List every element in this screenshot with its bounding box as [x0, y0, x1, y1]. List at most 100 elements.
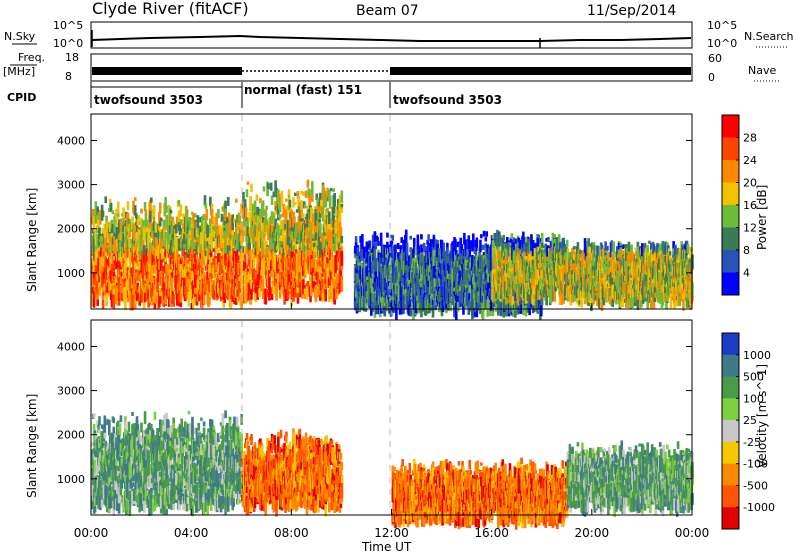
echo-cell: [96, 206, 99, 216]
echo-cell: [94, 229, 98, 246]
echo-cell: [300, 202, 303, 211]
echo-cell: [304, 190, 308, 198]
echo-cell: [131, 243, 134, 254]
echo-cell: [142, 245, 146, 261]
echo-cell: [116, 282, 119, 287]
echo-cell: [124, 256, 128, 273]
echo-cell: [374, 242, 378, 250]
echo-cell: [133, 205, 137, 216]
echo-cell: [340, 203, 344, 208]
nsky-trace: [91, 34, 692, 42]
echo-cell: [133, 247, 136, 258]
echo-cell: [92, 278, 96, 284]
echo-cell: [164, 249, 167, 254]
echo-cell: [417, 245, 421, 255]
echo-cell: [416, 234, 420, 246]
echo-cell: [101, 257, 105, 262]
echo-cell: [140, 208, 143, 214]
echo-cell: [243, 253, 247, 263]
echo-cell: [137, 215, 141, 225]
echo-cell: [156, 285, 159, 290]
echo-cell: [94, 209, 98, 224]
echo-cell: [162, 258, 166, 263]
echo-cell: [332, 188, 336, 192]
echo-cell: [96, 292, 99, 300]
echo-cell: [130, 267, 133, 273]
echo-cell: [479, 239, 482, 253]
nave-tick-top: 60: [708, 52, 722, 65]
echo-cell: [234, 198, 238, 203]
echo-cell: [158, 211, 161, 222]
echo-cell: [164, 294, 167, 305]
cpid-segment-label: twofsound 3503: [94, 93, 203, 107]
echo-cell: [300, 200, 303, 204]
echo-cell: [111, 210, 115, 215]
echo-cell: [132, 258, 135, 273]
echo-cell: [253, 200, 257, 213]
echo-cell: [108, 198, 112, 204]
echo-cell: [302, 213, 305, 218]
echo-cell: [294, 202, 297, 206]
echo-cell: [152, 206, 156, 217]
echo-cell: [248, 211, 252, 223]
echo-cell: [151, 253, 155, 269]
echo-cell: [311, 181, 314, 195]
echo-cell: [109, 202, 113, 212]
echo-cell: [409, 235, 412, 240]
echo-cell: [155, 249, 158, 260]
echo-cell: [101, 293, 105, 309]
echo-cell: [132, 223, 135, 230]
echo-cell: [294, 192, 297, 196]
echo-cell: [149, 208, 152, 223]
echo-cell: [133, 227, 136, 242]
echo-cell: [164, 196, 167, 209]
echo-cell: [112, 284, 116, 299]
echo-cell: [130, 238, 133, 245]
echo-cell: [246, 181, 250, 185]
echo-cell: [205, 208, 209, 221]
echo-cell: [119, 218, 123, 230]
echo-cell: [326, 263, 329, 268]
echo-cell: [125, 274, 129, 288]
echo-cell: [104, 196, 108, 204]
echo-cell: [143, 235, 147, 240]
echo-cell: [377, 241, 380, 246]
echo-cell: [164, 257, 167, 263]
echo-cell: [92, 283, 96, 287]
echo-cell: [340, 235, 344, 244]
echo-cell: [150, 197, 153, 203]
echo-cell: [99, 209, 102, 225]
echo-cell: [91, 287, 95, 294]
echo-cell: [166, 214, 169, 231]
freq-label: Freq.: [18, 51, 45, 64]
echo-cell: [126, 212, 130, 221]
echo-cell: [91, 281, 94, 292]
echo-cell: [250, 183, 253, 193]
echo-cell: [138, 254, 142, 271]
echo-cell: [333, 193, 336, 205]
echo-cell: [143, 275, 147, 281]
echo-cell: [482, 230, 486, 237]
echo-cell: [149, 199, 152, 211]
echo-cell: [269, 182, 273, 191]
echo-cell: [118, 233, 122, 240]
echo-cell: [103, 283, 107, 289]
echo-cell: [119, 271, 123, 285]
echo-cell: [104, 226, 108, 235]
echo-cell: [152, 277, 156, 290]
echo-cell: [360, 246, 363, 262]
echo-cell: [122, 217, 125, 233]
echo-cell: [404, 229, 408, 243]
echo-cell: [143, 225, 147, 242]
echo-cell: [169, 209, 173, 214]
echo-cell: [265, 205, 268, 210]
echo-cell: [220, 213, 224, 223]
date-title: 11/Sep/2014: [587, 3, 676, 19]
echo-cell: [227, 212, 231, 220]
freq-band-segment: [92, 67, 242, 75]
echo-cell: [133, 258, 137, 270]
echo-cell: [98, 268, 101, 286]
echo-cell: [94, 201, 98, 211]
echo-cell: [111, 223, 115, 233]
